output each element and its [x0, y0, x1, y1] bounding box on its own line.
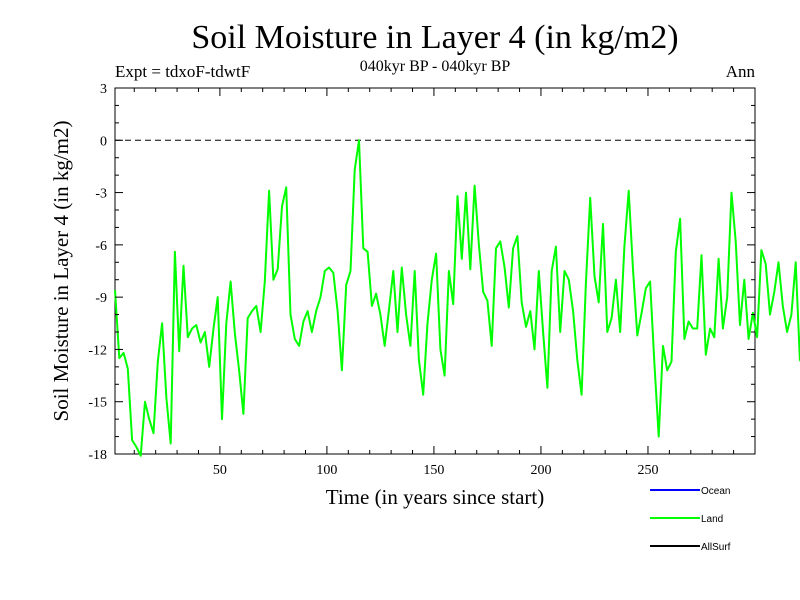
- y-tick-label: -15: [88, 396, 107, 411]
- x-axis-label: Time (in years since start): [326, 485, 545, 509]
- experiment-label: Expt = tdxoF-tdwtF: [115, 62, 250, 81]
- x-tick-label: 200: [530, 463, 551, 478]
- x-tick-label: 50: [213, 463, 227, 478]
- y-tick-label: -18: [88, 448, 107, 463]
- y-tick-label: 0: [100, 134, 107, 149]
- x-tick-label: 250: [637, 463, 658, 478]
- y-tick-label: -3: [95, 187, 107, 202]
- plot-frame: [114, 87, 756, 455]
- series-group: [114, 139, 800, 457]
- legend-label-ocean: Ocean: [701, 486, 730, 497]
- legend-label-land: Land: [701, 514, 723, 525]
- y-axis-label: Soil Moisture in Layer 4 (in kg/m2): [49, 121, 73, 422]
- series-line-land: [114, 139, 800, 457]
- y-tick-label: 3: [100, 82, 107, 97]
- x-tick-label: 150: [423, 463, 444, 478]
- plot-area: [114, 87, 756, 455]
- y-tick-label: -9: [95, 291, 107, 306]
- y-ticks: 3 0 -3 -6 -9 -12 -15 -18: [88, 82, 755, 463]
- y-tick-label: -6: [95, 239, 107, 254]
- chart-subtitle: 040kyr BP - 040kyr BP: [360, 58, 511, 75]
- chart-title: Soil Moisture in Layer 4 (in kg/m2): [191, 19, 678, 56]
- x-tick-label: 100: [316, 463, 337, 478]
- x-ticks: 50 100 150 200 250: [133, 88, 735, 478]
- period-label: Ann: [726, 62, 756, 81]
- y-tick-label: -12: [88, 343, 107, 358]
- legend: Ocean Land AllSurf: [650, 486, 731, 553]
- legend-label-allsurf: AllSurf: [701, 542, 731, 553]
